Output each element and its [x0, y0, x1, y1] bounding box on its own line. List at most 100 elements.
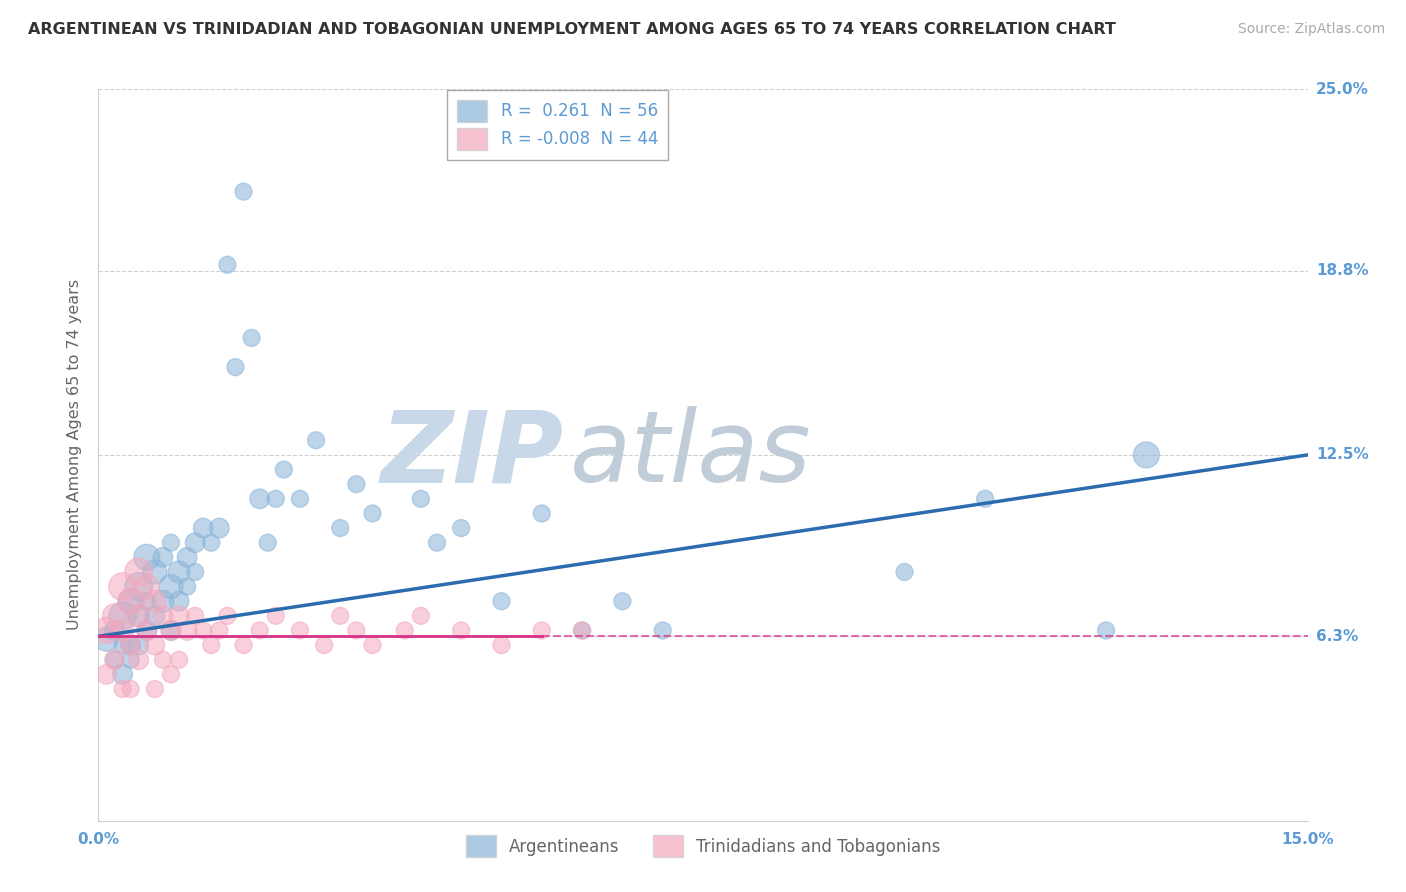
Point: [288, 624, 311, 638]
Point: [143, 608, 166, 623]
Point: [184, 535, 207, 549]
Point: [160, 624, 183, 638]
Point: [329, 608, 352, 623]
Point: [167, 653, 190, 667]
Point: [103, 653, 125, 667]
Text: Source: ZipAtlas.com: Source: ZipAtlas.com: [1237, 22, 1385, 37]
Point: [120, 638, 142, 652]
Point: [143, 681, 166, 696]
Point: [103, 608, 125, 623]
Point: [571, 624, 593, 638]
Point: [491, 594, 513, 608]
Text: ZIP: ZIP: [381, 407, 564, 503]
Point: [571, 624, 593, 638]
Point: [224, 360, 246, 375]
Point: [1135, 448, 1157, 462]
Point: [193, 624, 215, 638]
Point: [96, 632, 118, 647]
Point: [120, 681, 142, 696]
Point: [111, 608, 134, 623]
Point: [111, 624, 134, 638]
Legend: Argentineans, Trinidadians and Tobagonians: Argentineans, Trinidadians and Tobagonia…: [458, 829, 948, 863]
Y-axis label: Unemployment Among Ages 65 to 74 years: Unemployment Among Ages 65 to 74 years: [66, 279, 82, 631]
Point: [361, 507, 384, 521]
Text: 12.5%: 12.5%: [1316, 448, 1368, 462]
Point: [450, 624, 472, 638]
Point: [193, 521, 215, 535]
Point: [160, 624, 183, 638]
Point: [135, 594, 157, 608]
Point: [135, 580, 157, 594]
Point: [160, 580, 183, 594]
Point: [120, 638, 142, 652]
Point: [176, 624, 198, 638]
Point: [96, 624, 118, 638]
Point: [120, 653, 142, 667]
Point: [167, 565, 190, 579]
Point: [305, 434, 328, 448]
Point: [128, 653, 150, 667]
Point: [128, 580, 150, 594]
Point: [96, 667, 118, 681]
Point: [344, 624, 367, 638]
Point: [120, 594, 142, 608]
Point: [893, 565, 915, 579]
Point: [135, 624, 157, 638]
Point: [111, 667, 134, 681]
Point: [264, 608, 287, 623]
Point: [612, 594, 634, 608]
Point: [450, 521, 472, 535]
Point: [103, 653, 125, 667]
Point: [176, 550, 198, 565]
Point: [249, 491, 271, 506]
Point: [217, 608, 239, 623]
Point: [974, 491, 997, 506]
Text: 18.8%: 18.8%: [1316, 263, 1368, 278]
Point: [329, 521, 352, 535]
Point: [361, 638, 384, 652]
Point: [200, 638, 222, 652]
Point: [530, 507, 553, 521]
Point: [128, 608, 150, 623]
Point: [111, 681, 134, 696]
Text: 6.3%: 6.3%: [1316, 629, 1358, 644]
Point: [184, 608, 207, 623]
Point: [530, 624, 553, 638]
Point: [273, 462, 295, 476]
Text: ARGENTINEAN VS TRINIDADIAN AND TOBAGONIAN UNEMPLOYMENT AMONG AGES 65 TO 74 YEARS: ARGENTINEAN VS TRINIDADIAN AND TOBAGONIA…: [28, 22, 1116, 37]
Text: 25.0%: 25.0%: [1316, 82, 1369, 96]
Point: [288, 491, 311, 506]
Point: [167, 594, 190, 608]
Point: [394, 624, 416, 638]
Point: [409, 608, 432, 623]
Point: [491, 638, 513, 652]
Text: atlas: atlas: [571, 407, 811, 503]
Point: [176, 580, 198, 594]
Point: [208, 521, 231, 535]
Point: [152, 608, 174, 623]
Point: [152, 550, 174, 565]
Point: [143, 565, 166, 579]
Point: [184, 565, 207, 579]
Point: [240, 331, 263, 345]
Point: [128, 608, 150, 623]
Point: [143, 638, 166, 652]
Point: [232, 638, 254, 652]
Point: [120, 594, 142, 608]
Point: [200, 535, 222, 549]
Point: [143, 594, 166, 608]
Point: [651, 624, 673, 638]
Point: [409, 491, 432, 506]
Point: [314, 638, 336, 652]
Point: [103, 624, 125, 638]
Point: [232, 185, 254, 199]
Point: [344, 477, 367, 491]
Point: [167, 608, 190, 623]
Point: [111, 638, 134, 652]
Point: [264, 491, 287, 506]
Point: [152, 653, 174, 667]
Point: [208, 624, 231, 638]
Point: [1095, 624, 1118, 638]
Point: [160, 535, 183, 549]
Point: [249, 624, 271, 638]
